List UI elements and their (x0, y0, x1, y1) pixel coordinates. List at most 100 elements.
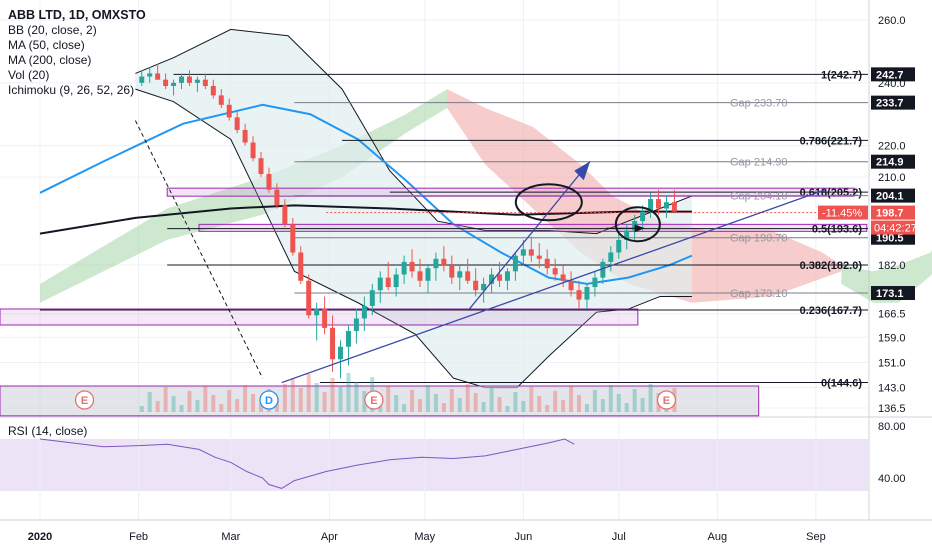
candle-body (385, 277, 391, 288)
arrow-right-icon (634, 224, 645, 233)
candle-body (171, 82, 177, 86)
price-tick-label: 210.0 (878, 172, 906, 184)
price-box-fib: 242.7 (876, 69, 904, 81)
candle-body (592, 277, 598, 288)
price-tick-label: 151.0 (878, 357, 906, 369)
x-tick-label: Feb (129, 531, 148, 543)
legend-symbol: ABB LTD, 1D, OMXSTO (8, 8, 146, 22)
volume-bar (481, 402, 486, 412)
candle-body (465, 271, 471, 281)
chart-legend: ABB LTD, 1D, OMXSTO BB (20, close, 2) MA… (8, 8, 146, 98)
arrow-head-icon (574, 161, 591, 181)
volume-bar (465, 384, 470, 412)
event-marker (656, 390, 677, 410)
volume-bar (433, 394, 438, 412)
volume-bar (640, 398, 645, 412)
volume-bar (171, 396, 176, 412)
candle-body (250, 142, 256, 159)
volume-bar (346, 373, 351, 412)
volume-bar (211, 395, 216, 412)
volume-bar (410, 390, 415, 412)
volume-bar (624, 403, 629, 412)
candle-body (194, 79, 200, 83)
price-box-current-bg (871, 205, 915, 220)
price-tick-label: 143.0 (878, 383, 906, 395)
price-box-gap-bg (871, 286, 915, 301)
volume-bar (219, 404, 224, 412)
volume-bar (584, 404, 589, 412)
candle-body (179, 76, 185, 83)
volume-bar (537, 396, 542, 412)
countdown-label: 04:42:27 (874, 223, 917, 235)
candle-body (218, 95, 224, 105)
event-marker-label: E (663, 395, 670, 407)
bollinger-upper (135, 28, 693, 235)
volume-bar (457, 398, 462, 412)
candle-body (274, 189, 280, 206)
volume-bar (386, 386, 391, 412)
candle-body (425, 268, 431, 281)
candle-body (361, 305, 367, 319)
fib-level-label: 0.236(167.7) (800, 305, 863, 317)
volume-bar (298, 388, 303, 412)
volume-bar (505, 406, 510, 412)
volume-bar (259, 403, 264, 412)
candle-body (528, 249, 534, 256)
volume-bar (282, 384, 287, 412)
volume-bar (569, 386, 574, 412)
candle-body (298, 252, 304, 281)
volume-bar (203, 386, 208, 412)
candle-body (568, 280, 574, 291)
rsi-tick-label: 40.00 (878, 473, 906, 485)
volume-bar (600, 399, 605, 412)
gap-label: Gap 173.10 (730, 288, 788, 300)
volume-bar (545, 405, 550, 412)
volume-bar (521, 401, 526, 412)
volume-bar (290, 379, 295, 412)
candle-body (186, 76, 192, 83)
candle-body (648, 199, 654, 212)
candle-body (401, 261, 407, 275)
gap-label: Gap 204.10 (730, 191, 788, 203)
price-box-fib-bg (871, 67, 915, 82)
volume-bar (577, 395, 582, 412)
x-tick-label: Mar (221, 531, 240, 543)
fib-level-label: 0.618(205.2) (800, 187, 863, 199)
x-tick-label: Jun (514, 531, 532, 543)
candle-body (322, 309, 328, 328)
arrow-trendline (468, 160, 591, 310)
volume-bar (616, 394, 621, 412)
price-box-gap: 214.9 (876, 157, 904, 169)
candle-body (504, 271, 510, 281)
legend-ma50: MA (50, close) (8, 38, 85, 52)
volume-bar (314, 383, 319, 412)
volume-bar (394, 395, 399, 412)
ma200-line (39, 204, 692, 235)
volume-bar (306, 374, 311, 412)
price-box-gap: 190.5 (876, 233, 904, 245)
fib-level-label: 0.5(193.6) (812, 224, 862, 236)
support-trendline (281, 189, 826, 384)
price-box-gap: 233.7 (876, 98, 904, 110)
ma50-line (39, 103, 693, 285)
rsi-legend: RSI (14, close) (8, 424, 88, 438)
volume-bar (243, 385, 248, 412)
candle-body (457, 271, 463, 278)
candle-body (433, 258, 439, 269)
volume-bar (147, 392, 152, 412)
x-tick-label: Aug (708, 531, 728, 543)
legend-vol: Vol (20) (8, 68, 50, 82)
x-tick-label: 2020 (28, 531, 52, 543)
candle-body (409, 261, 415, 272)
candle-body (147, 73, 153, 77)
price-tick-label: 220.0 (878, 141, 906, 153)
gap-label: Gap 233.70 (730, 98, 788, 110)
fib-level-label: 0(144.6) (821, 378, 862, 390)
event-marker-label: E (81, 395, 88, 407)
candle-body (163, 79, 169, 86)
candle-body (226, 104, 232, 118)
candle-body (314, 309, 320, 316)
volume-bar (227, 390, 232, 412)
candle-body (640, 211, 646, 222)
